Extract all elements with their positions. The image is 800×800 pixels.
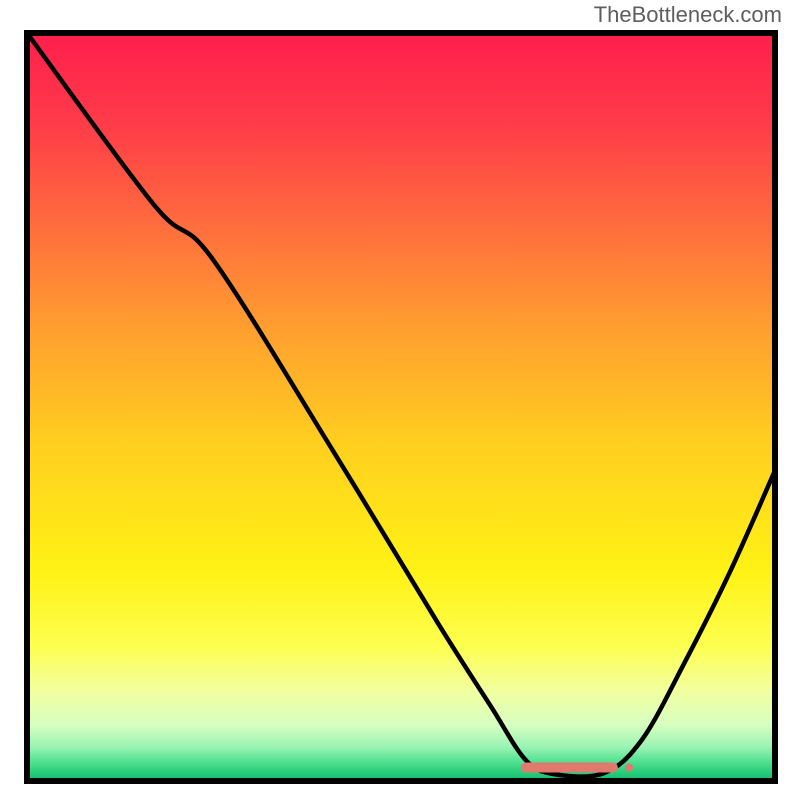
optimal-range-marker	[521, 763, 618, 773]
optimal-range-marker-dot	[625, 764, 633, 772]
gradient-background	[27, 33, 775, 781]
bottleneck-chart	[0, 0, 800, 800]
plot-area	[27, 33, 775, 781]
chart-container: TheBottleneck.com	[0, 0, 800, 800]
